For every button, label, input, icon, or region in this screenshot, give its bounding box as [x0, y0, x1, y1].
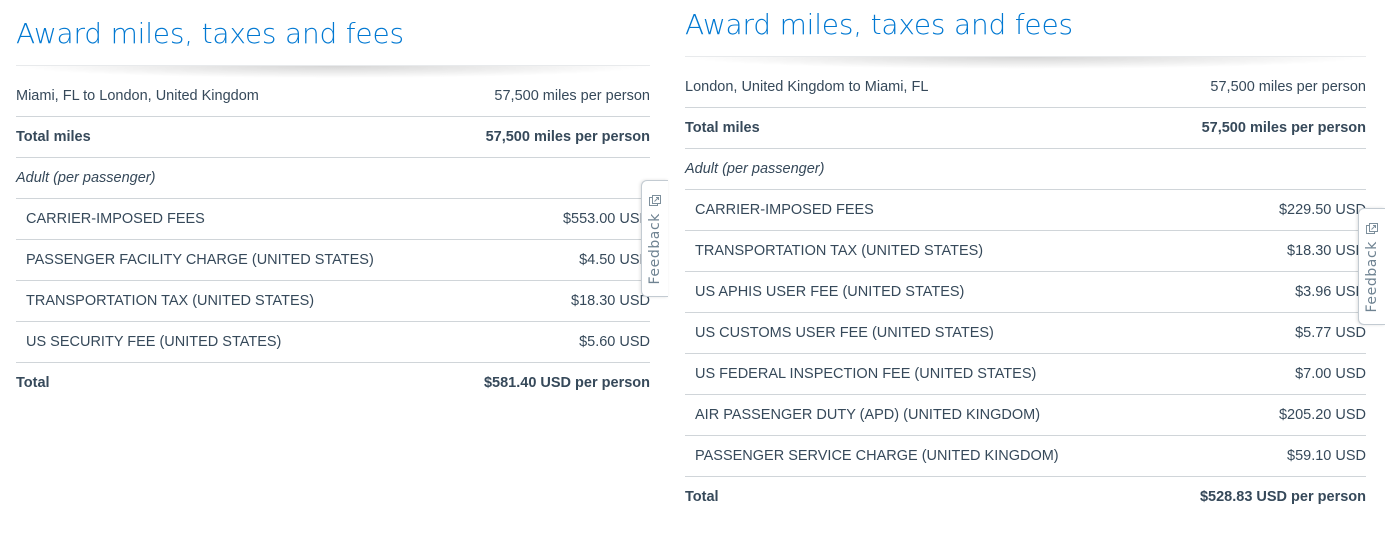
section-title: Award miles, taxes and fees [685, 8, 1073, 41]
fee-row: TRANSPORTATION TAX (UNITED STATES) $18.3… [16, 281, 650, 322]
fee-label: CARRIER-IMPOSED FEES [695, 202, 874, 218]
adult-label: Adult (per passenger) [685, 161, 825, 177]
fee-amount: $3.96 USD [1295, 284, 1366, 300]
fee-amount: $18.30 USD [1287, 243, 1366, 259]
fee-row: CARRIER-IMPOSED FEES $229.50 USD [685, 190, 1366, 231]
fee-row: PASSENGER FACILITY CHARGE (UNITED STATES… [16, 240, 650, 281]
award-summary-panel-return: Award miles, taxes and fees London, Unit… [685, 5, 1366, 517]
fee-label: PASSENGER FACILITY CHARGE (UNITED STATES… [26, 252, 374, 268]
fee-row: AIR PASSENGER DUTY (APD) (UNITED KINGDOM… [685, 395, 1366, 436]
fee-label: US SECURITY FEE (UNITED STATES) [26, 334, 282, 350]
total-miles-label: Total miles [685, 120, 760, 136]
fee-row: PASSENGER SERVICE CHARGE (UNITED KINGDOM… [685, 436, 1366, 477]
total-miles-label: Total miles [16, 129, 91, 145]
route-row: Miami, FL to London, United Kingdom 57,5… [16, 76, 650, 117]
fee-amount: $229.50 USD [1278, 202, 1366, 218]
total-miles-row: Total miles 57,500 miles per person [685, 108, 1366, 149]
fee-amount: $18.30 USD [571, 293, 650, 309]
fee-label: US APHIS USER FEE (UNITED STATES) [695, 284, 965, 300]
title-divider [16, 65, 650, 84]
fee-row: US CUSTOMS USER FEE (UNITED STATES) $5.7… [685, 313, 1366, 354]
feedback-label: Feedback [1364, 241, 1380, 313]
route-label: London, United Kingdom to Miami, FL [685, 79, 929, 95]
adult-header-row: Adult (per passenger) [685, 149, 1366, 190]
adult-label: Adult (per passenger) [16, 170, 156, 186]
fee-label: PASSENGER SERVICE CHARGE (UNITED KINGDOM… [695, 448, 1059, 464]
fee-label: AIR PASSENGER DUTY (APD) (UNITED KINGDOM… [695, 407, 1041, 423]
fee-label: TRANSPORTATION TAX (UNITED STATES) [26, 293, 315, 309]
award-summary-panel-outbound: Award miles, taxes and fees Miami, FL to… [16, 14, 650, 403]
total-row: Total $528.83 USD per person [685, 477, 1366, 517]
feedback-label: Feedback [647, 213, 663, 285]
total-miles-row: Total miles 57,500 miles per person [16, 117, 650, 158]
fee-amount: $4.50 USD [579, 252, 650, 268]
total-amount: $528.83 USD per person [1199, 489, 1366, 505]
fare-breakdown-list: Miami, FL to London, United Kingdom 57,5… [16, 76, 650, 403]
fee-row: US FEDERAL INSPECTION FEE (UNITED STATES… [685, 354, 1366, 395]
route-label: Miami, FL to London, United Kingdom [16, 88, 259, 104]
route-miles: 57,500 miles per person [1210, 79, 1366, 95]
fee-amount: $7.00 USD [1295, 366, 1366, 382]
total-label: Total [685, 489, 719, 505]
fee-amount: $205.20 USD [1278, 407, 1366, 423]
total-miles-value: 57,500 miles per person [485, 129, 650, 145]
route-row: London, United Kingdom to Miami, FL 57,5… [685, 67, 1366, 108]
feedback-icon [649, 195, 661, 207]
route-miles: 57,500 miles per person [494, 88, 650, 104]
total-row: Total $581.40 USD per person [16, 363, 650, 403]
fee-label: US FEDERAL INSPECTION FEE (UNITED STATES… [695, 366, 1037, 382]
fee-label: US CUSTOMS USER FEE (UNITED STATES) [695, 325, 994, 341]
feedback-tab[interactable]: Feedback [1358, 208, 1385, 325]
feedback-tab[interactable]: Feedback [641, 180, 668, 297]
title-divider [685, 56, 1366, 75]
fee-amount: $59.10 USD [1287, 448, 1366, 464]
total-miles-value: 57,500 miles per person [1201, 120, 1366, 136]
fee-label: CARRIER-IMPOSED FEES [26, 211, 205, 227]
total-label: Total [16, 375, 50, 391]
fee-label: TRANSPORTATION TAX (UNITED STATES) [695, 243, 984, 259]
fee-amount: $5.77 USD [1295, 325, 1366, 341]
fare-breakdown-list: London, United Kingdom to Miami, FL 57,5… [685, 67, 1366, 517]
fee-row: TRANSPORTATION TAX (UNITED STATES) $18.3… [685, 231, 1366, 272]
fee-amount: $5.60 USD [579, 334, 650, 350]
total-amount: $581.40 USD per person [483, 375, 650, 391]
fee-amount: $553.00 USD [562, 211, 650, 227]
section-title: Award miles, taxes and fees [16, 17, 404, 50]
fee-row: US APHIS USER FEE (UNITED STATES) $3.96 … [685, 272, 1366, 313]
fee-row: CARRIER-IMPOSED FEES $553.00 USD [16, 199, 650, 240]
feedback-icon [1366, 223, 1378, 235]
fee-row: US SECURITY FEE (UNITED STATES) $5.60 US… [16, 322, 650, 363]
adult-header-row: Adult (per passenger) [16, 158, 650, 199]
